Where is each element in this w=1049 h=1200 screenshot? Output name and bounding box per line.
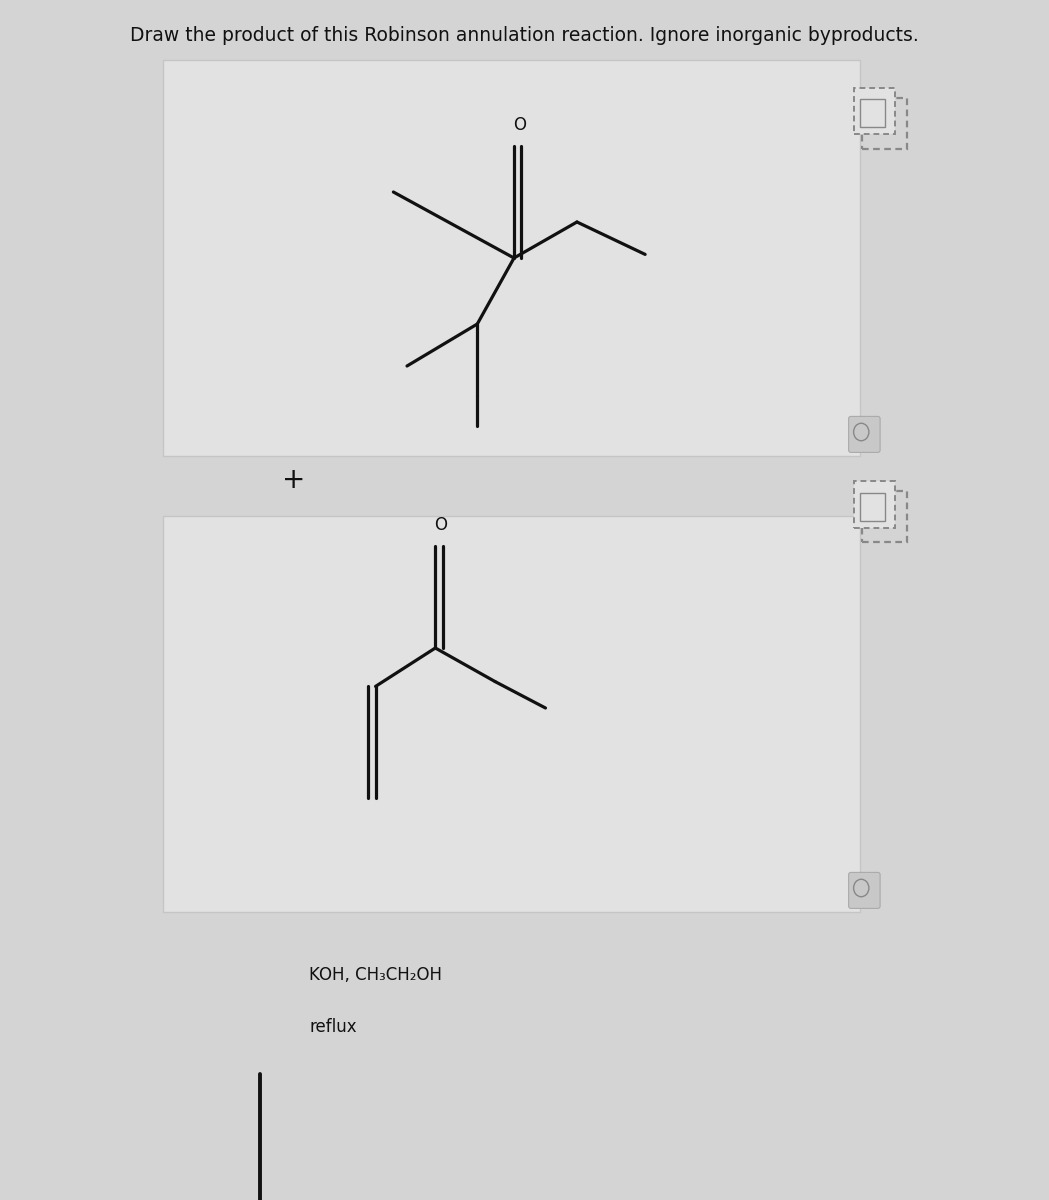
Bar — [860, 493, 884, 521]
Text: O: O — [513, 116, 527, 134]
Text: O: O — [434, 516, 448, 534]
Bar — [163, 516, 860, 912]
Bar — [163, 60, 860, 456]
Bar — [862, 491, 907, 542]
Text: +: + — [282, 466, 305, 494]
Bar — [860, 100, 884, 127]
Text: reflux: reflux — [309, 1018, 357, 1036]
FancyBboxPatch shape — [849, 872, 880, 908]
Text: KOH, CH₃CH₂OH: KOH, CH₃CH₂OH — [309, 966, 443, 984]
Bar — [854, 88, 895, 134]
Bar — [854, 481, 895, 528]
Text: Draw the product of this Robinson annulation reaction. Ignore inorganic byproduc: Draw the product of this Robinson annula… — [130, 26, 919, 46]
FancyBboxPatch shape — [849, 416, 880, 452]
Bar — [862, 97, 907, 149]
